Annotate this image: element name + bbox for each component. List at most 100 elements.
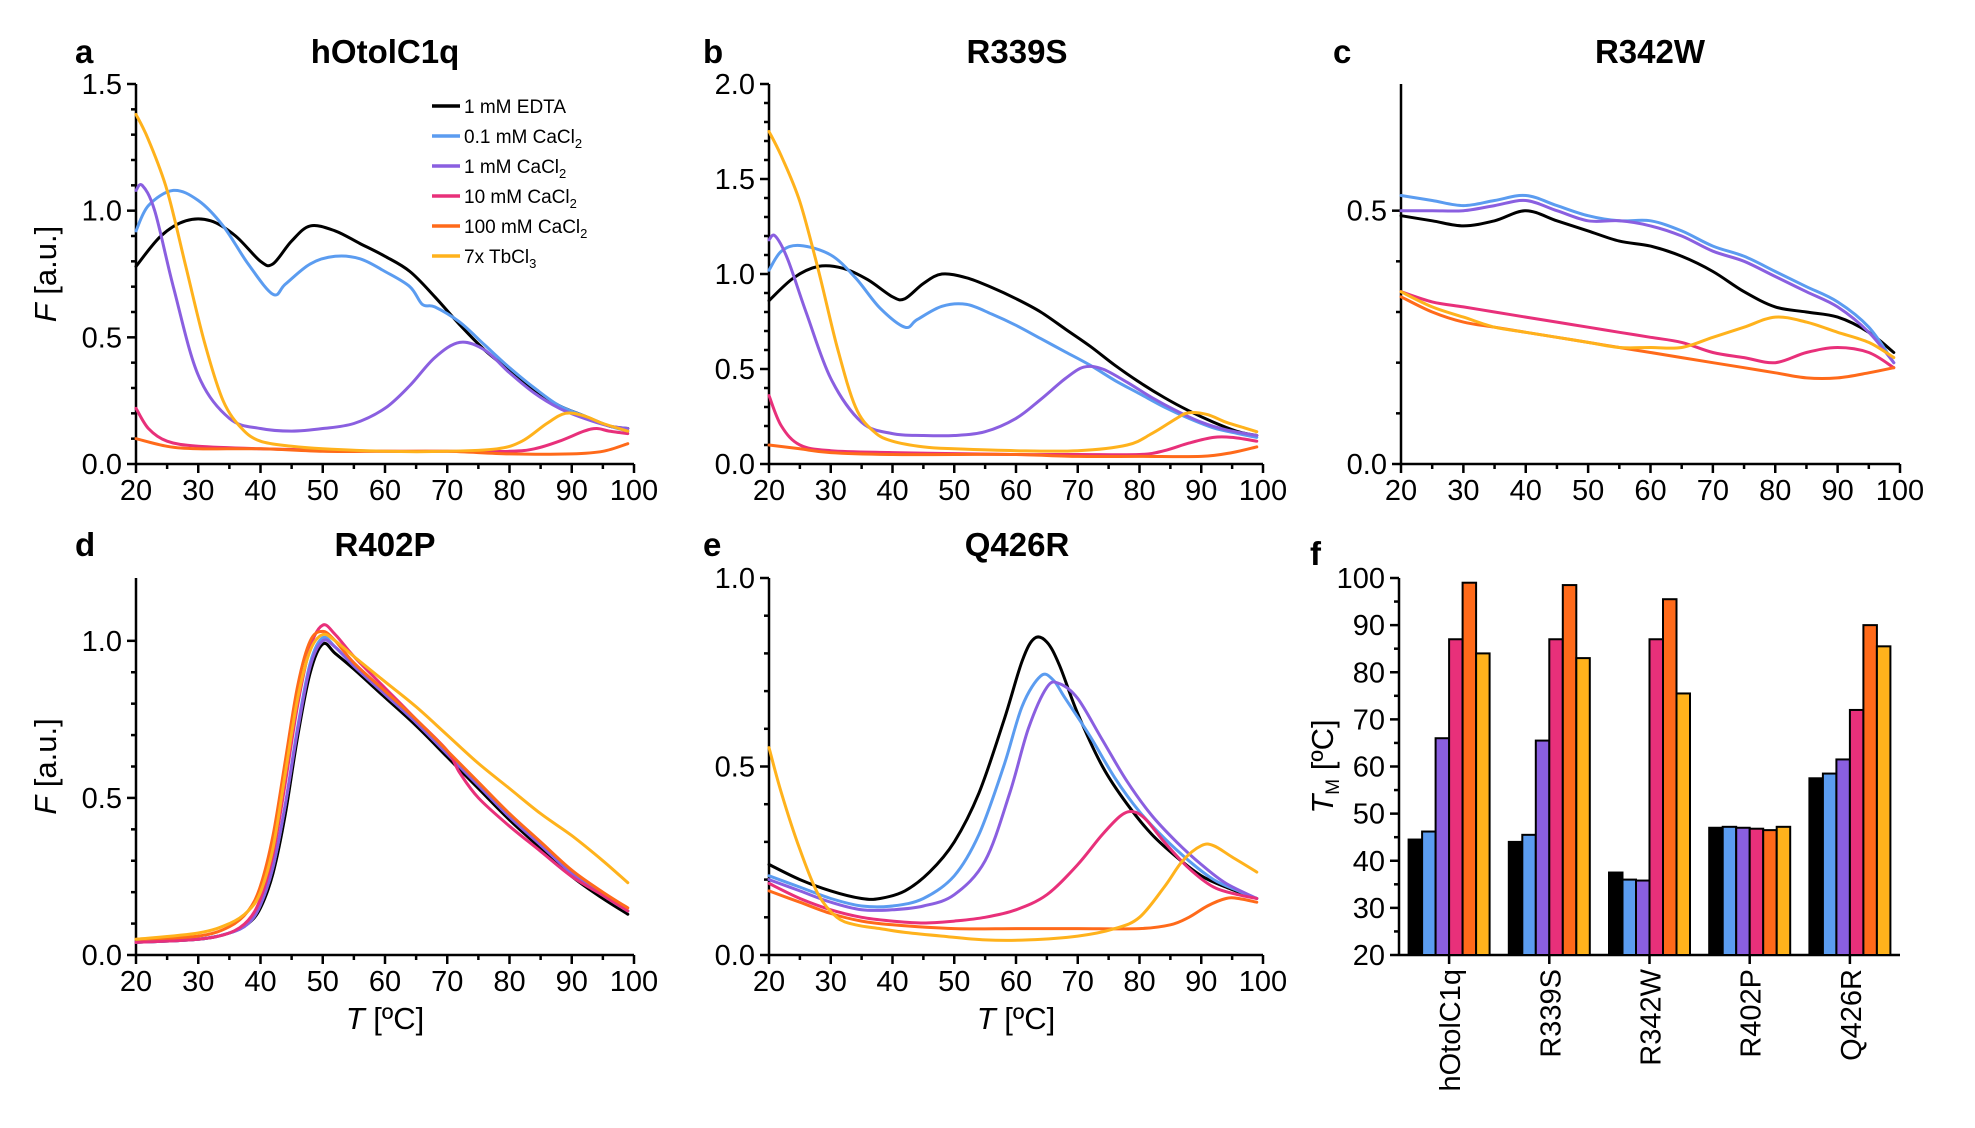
- x-tick-label: 30: [815, 966, 847, 998]
- y-tick-label: 0.5: [82, 783, 122, 815]
- bar-ca100: [1862, 624, 1878, 956]
- y-tick-label: 0.0: [715, 449, 755, 481]
- legend-label-text: 100 mM CaCl: [464, 217, 580, 238]
- bar-ca01: [1621, 878, 1637, 956]
- x-tick-label: R402P: [1736, 969, 1768, 1058]
- x-axis-label-part: T: [977, 1001, 998, 1036]
- y-axis-label: TM [ºC]: [1305, 719, 1344, 813]
- y-tick-label: 70: [1353, 704, 1385, 736]
- series-line-ca10: [134, 406, 630, 454]
- bar-edta: [1708, 826, 1724, 957]
- y-tick-label: 1.0: [715, 563, 755, 595]
- x-tick-label: 90: [1185, 966, 1217, 998]
- x-tick-label: hOtolC1q: [1435, 969, 1467, 1092]
- x-tick-label: 90: [556, 475, 588, 507]
- bar-tb: [1475, 652, 1491, 957]
- panel-f: f 20 30 40 50 60 70 80 90 100 hOtolC1q R339S R342W R4…: [1305, 535, 1900, 1092]
- legend-label-text: 7x TbCl: [464, 247, 529, 268]
- y-tick-label: 0.5: [82, 322, 122, 354]
- bar-ca10: [1748, 827, 1765, 957]
- bar-tb: [1675, 692, 1691, 956]
- y-axis-label-part: [ºC]: [1305, 719, 1340, 779]
- legend-label: 1 mM EDTA: [464, 97, 566, 118]
- legend-label-sub: 2: [559, 166, 566, 181]
- bar-ca10: [1548, 638, 1564, 956]
- bar-ca100: [1662, 598, 1678, 956]
- y-tick-label: 1.5: [82, 69, 122, 101]
- x-tick-label: 60: [1000, 475, 1032, 507]
- y-tick-label: 0.0: [82, 940, 122, 972]
- series-line-ca01: [1399, 193, 1896, 365]
- x-tick-label: 100: [1239, 475, 1287, 507]
- bar-tb: [1875, 645, 1892, 956]
- y-tick-label: 1.0: [82, 196, 122, 228]
- panel-title: R342W: [1595, 33, 1706, 70]
- legend-label-sub: 2: [575, 136, 582, 151]
- panel-e: e Q426R 0.0 0.5 1.0 20 30 40 50 60 70 80 90 100 T [ºC]: [703, 526, 1287, 1036]
- panel-letter: f: [1310, 535, 1322, 572]
- x-tick-label: Q426R: [1836, 969, 1868, 1061]
- bar-ca1: [1635, 879, 1651, 956]
- series-line-ca100: [767, 889, 1259, 931]
- bar-ca10: [1448, 638, 1464, 956]
- series-line-ca1: [134, 638, 630, 944]
- x-tick-label: 80: [493, 966, 525, 998]
- bar-ca10: [1648, 638, 1664, 956]
- panel-title: R402P: [335, 526, 436, 563]
- panel-d: d R402P 0.0 0.5 1.0 20 30 40 50 60 70 80 90 100 F [a.u…: [28, 526, 658, 1036]
- bar-ca1: [1835, 758, 1851, 957]
- series-line-ca1: [1399, 198, 1896, 365]
- panel-title: Q426R: [965, 526, 1070, 563]
- y-tick-label: 50: [1353, 799, 1385, 831]
- y-tick-label: 1.0: [82, 626, 122, 658]
- x-tick-label: 100: [610, 966, 658, 998]
- bar-ca1: [1534, 739, 1551, 956]
- x-tick-label: 50: [938, 475, 970, 507]
- bar-edta: [1608, 871, 1624, 956]
- series-line-tb: [134, 112, 630, 454]
- series-line-tb: [767, 746, 1259, 942]
- x-tick-label: R339S: [1535, 969, 1567, 1058]
- legend-label: 0.1 mM CaCl2: [464, 127, 582, 151]
- x-tick-label: 50: [1572, 475, 1604, 507]
- y-tick-label: 0.5: [1347, 196, 1387, 228]
- x-tick-label: 40: [876, 966, 908, 998]
- x-axis-label: T [ºC]: [977, 1001, 1056, 1036]
- panel-letter: c: [1333, 33, 1351, 70]
- series-line-edta: [767, 635, 1259, 901]
- y-tick-label: 90: [1353, 610, 1385, 642]
- bar-ca100: [1461, 581, 1478, 957]
- y-axis-label-part: [a.u.]: [28, 718, 63, 796]
- x-tick-label: 90: [1821, 475, 1853, 507]
- legend-label: 100 mM CaCl2: [464, 217, 587, 241]
- y-axis-label-part: F: [28, 794, 63, 815]
- bar-ca01: [1721, 825, 1738, 956]
- x-tick-label: 90: [556, 966, 588, 998]
- legend-label-sub: 2: [570, 196, 577, 211]
- series-line-edta: [1399, 209, 1896, 354]
- x-tick-label: 70: [1062, 475, 1094, 507]
- panel-title: hOtolC1q: [311, 33, 459, 70]
- x-tick-label: 100: [610, 475, 658, 507]
- x-tick-label: 70: [431, 475, 463, 507]
- panel-c: c R342W 0.0 0.5 20 30 40 50 60 70 80 90 100: [1333, 33, 1924, 507]
- bar-ca1: [1735, 826, 1751, 957]
- x-tick-label: 20: [753, 966, 785, 998]
- x-tick-label: 50: [307, 966, 339, 998]
- y-tick-label: 0.5: [715, 752, 755, 784]
- series-line-ca01: [767, 243, 1259, 439]
- bar-ca1: [1434, 737, 1451, 956]
- x-tick-label: 100: [1239, 966, 1287, 998]
- bar-tb: [1575, 657, 1591, 956]
- y-axis-label: F [a.u.]: [28, 226, 63, 322]
- y-tick-label: 100: [1337, 563, 1385, 595]
- y-tick-label: 2.0: [715, 69, 755, 101]
- x-tick-label: 80: [1123, 475, 1155, 507]
- y-tick-label: 60: [1353, 752, 1385, 784]
- series-line-ca100: [767, 443, 1259, 459]
- x-tick-label: 60: [1000, 966, 1032, 998]
- y-tick-label: 0.0: [82, 449, 122, 481]
- x-tick-label: 60: [369, 475, 401, 507]
- bar-ca100: [1762, 829, 1778, 957]
